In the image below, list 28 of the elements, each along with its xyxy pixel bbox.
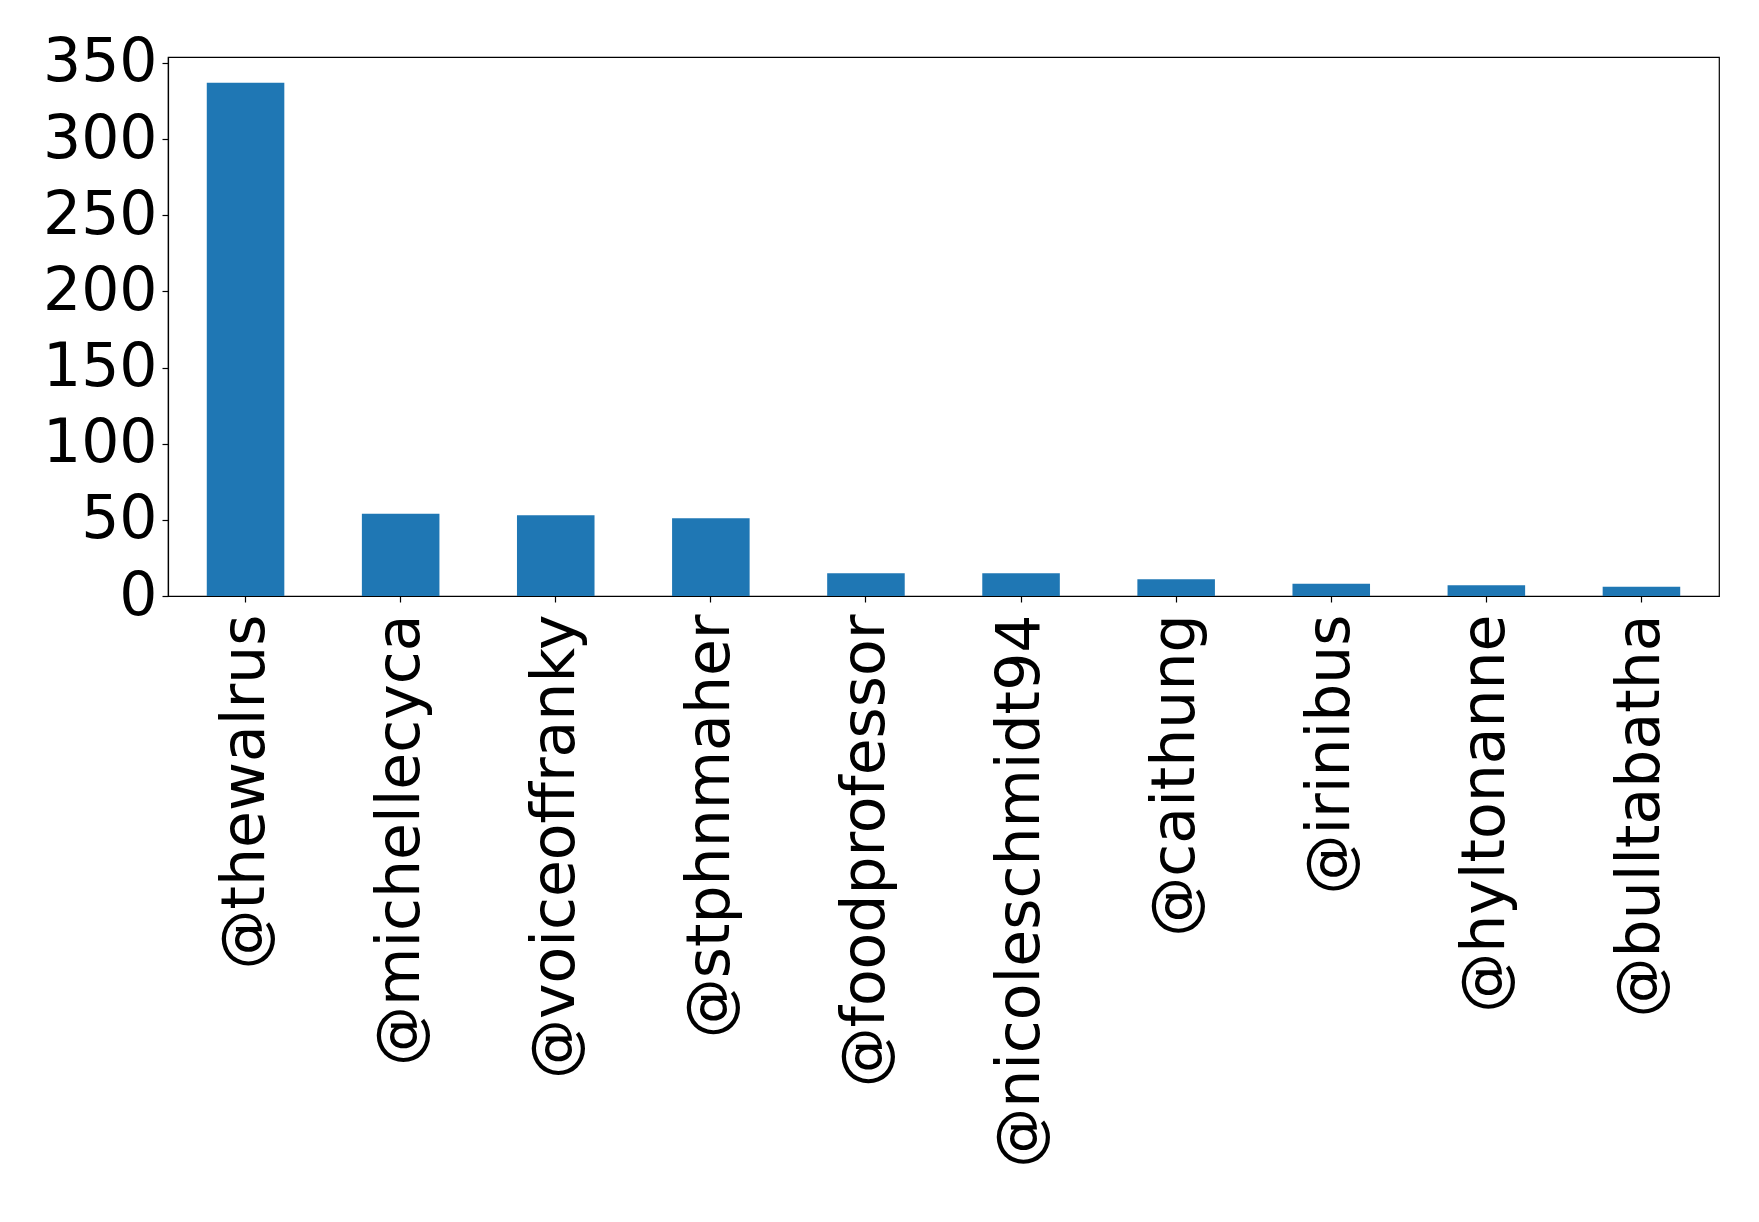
y-tick-label: 250 <box>42 177 158 248</box>
y-tick-label: 0 <box>119 558 158 629</box>
y-tick-label: 100 <box>42 406 158 477</box>
x-tick-label: @stphnmaher <box>672 614 743 1039</box>
x-tick-label: @hyltonanne <box>1448 614 1519 1013</box>
x-tick-label: @irinibus <box>1293 614 1364 895</box>
x-tick-label: @voiceoffranky <box>517 614 588 1079</box>
x-tick-label: @michellecyca <box>362 614 433 1067</box>
x-tick-label: @bulltabatha <box>1603 614 1674 1018</box>
bar <box>672 518 750 596</box>
bar <box>1602 586 1681 596</box>
x-tick-label: @thewalrus <box>207 614 278 970</box>
y-tick-label: 350 <box>42 25 158 96</box>
bar <box>361 513 440 596</box>
bar <box>516 515 595 596</box>
bar <box>982 573 1060 596</box>
bar <box>1137 579 1215 596</box>
bar <box>1447 585 1526 596</box>
x-tick-label: @foodprofessor <box>827 614 898 1088</box>
bar <box>1292 583 1371 596</box>
bar <box>206 82 285 596</box>
y-tick-label: 200 <box>42 253 158 324</box>
bar <box>827 573 905 596</box>
x-tick-label: @caithung <box>1138 614 1209 937</box>
y-tick-label: 300 <box>42 101 158 172</box>
y-tick-label: 50 <box>81 482 158 553</box>
x-tick-label: @nicoleschmidt94 <box>983 614 1054 1168</box>
y-tick-label: 150 <box>42 330 158 401</box>
